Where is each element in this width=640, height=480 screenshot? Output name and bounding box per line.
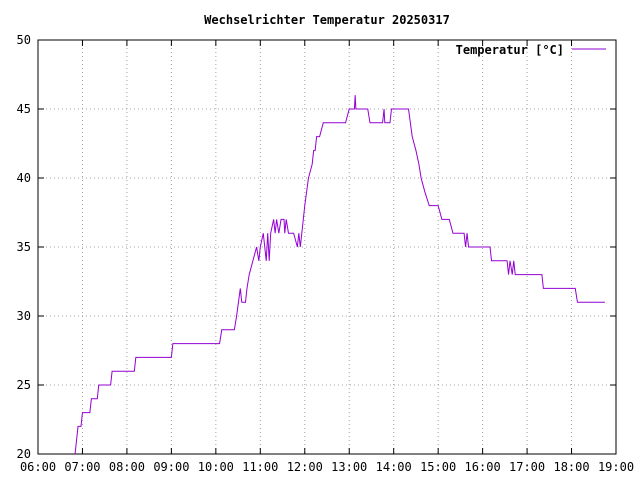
axis-ticks: [37, 39, 617, 455]
x-tick-label: 14:00: [376, 460, 412, 474]
x-tick-label: 10:00: [198, 460, 234, 474]
legend-label: Temperatur [°C]: [456, 43, 564, 57]
x-tick-label: 11:00: [242, 460, 278, 474]
x-tick-label: 08:00: [109, 460, 145, 474]
x-axis-tick-labels: 06:00 07:00 08:00 09:00 10:00 11:00 12:00 13:00…: [20, 460, 634, 474]
series-line-0: [74, 95, 605, 455]
x-tick-label: 16:00: [465, 460, 501, 474]
series-layer: [74, 95, 605, 455]
y-tick-label: 25: [17, 378, 31, 392]
chart-title: Wechselrichter Temperatur 20250317: [204, 13, 450, 27]
x-tick-label: 13:00: [331, 460, 367, 474]
y-tick-label: 30: [17, 309, 31, 323]
y-tick-label: 45: [17, 102, 31, 116]
y-tick-label: 35: [17, 240, 31, 254]
x-tick-label: 12:00: [287, 460, 323, 474]
x-tick-label: 18:00: [553, 460, 589, 474]
x-tick-label: 09:00: [153, 460, 189, 474]
legend: Temperatur [°C]: [456, 43, 606, 57]
x-tick-label: 19:00: [598, 460, 634, 474]
y-axis-tick-labels: 20 25 30 35 40 45 50: [17, 33, 31, 461]
x-tick-label: 06:00: [20, 460, 56, 474]
grid: [38, 40, 616, 454]
y-tick-label: 20: [17, 447, 31, 461]
y-tick-label: 40: [17, 171, 31, 185]
x-tick-label: 07:00: [64, 460, 100, 474]
x-tick-label: 15:00: [420, 460, 456, 474]
x-tick-label: 17:00: [509, 460, 545, 474]
y-tick-label: 50: [17, 33, 31, 47]
